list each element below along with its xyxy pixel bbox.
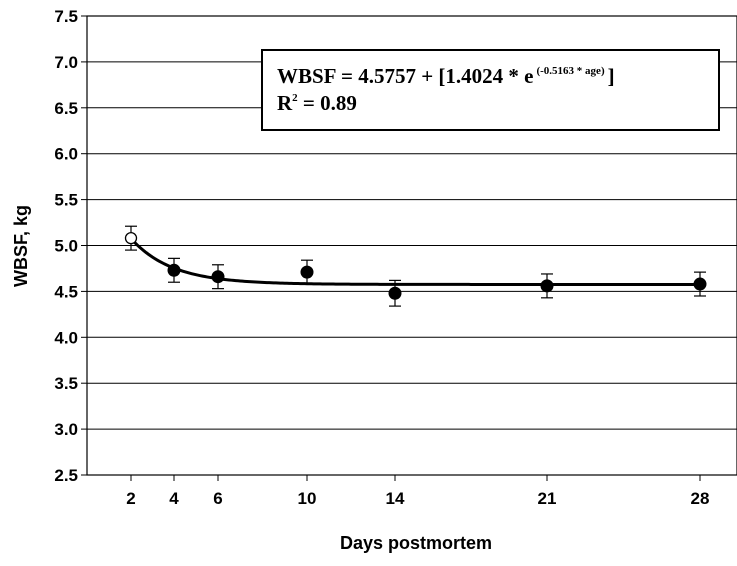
equation-box: WBSF = 4.5757 + [1.4024 * e (-0.5163 * ag…	[261, 49, 720, 131]
y-tick-label: 4.0	[54, 328, 78, 347]
equation-frame	[261, 49, 720, 131]
x-tick-label: 21	[538, 489, 557, 508]
data-point	[693, 277, 707, 291]
data-point	[388, 286, 402, 300]
x-axis-title: Days postmortem	[340, 533, 492, 553]
y-tick-label: 7.5	[54, 7, 78, 26]
data-point	[300, 265, 314, 279]
x-tick-label: 6	[213, 489, 222, 508]
y-tick-labels: 2.5 3.0 3.5 4.0 4.5 5.0 5.5 6.0 6.5 7.0 7.5	[54, 7, 78, 485]
r-squared-value: = 0.89	[298, 91, 357, 115]
r-squared-sup: 2	[292, 92, 298, 104]
x-tick-label: 14	[386, 489, 405, 508]
y-tick-label: 3.0	[54, 420, 78, 439]
equation-prefix: WBSF = 4.5757 + [1.4024 * e	[277, 64, 533, 88]
r-squared-line: R2 = 0.89	[277, 91, 357, 115]
y-tick-label: 4.5	[54, 282, 78, 301]
x-tick-label: 28	[691, 489, 710, 508]
data-point-open	[124, 232, 138, 245]
r-squared-prefix: R	[277, 91, 293, 115]
plot-frame	[86, 15, 737, 476]
data-points	[124, 225, 707, 307]
x-tick-label: 2	[126, 489, 135, 508]
data-point	[167, 263, 181, 277]
y-tick-label: 5.0	[54, 237, 78, 256]
data-point	[540, 279, 554, 293]
y-tick-label: 2.5	[54, 466, 78, 485]
y-tick-label: 7.0	[54, 53, 78, 72]
y-tick-label: 3.5	[54, 374, 78, 393]
equation-suffix: ]	[608, 64, 615, 88]
data-point	[211, 270, 225, 284]
x-tick-label: 4	[169, 489, 179, 508]
equation-exponent: (-0.5163 * age)	[536, 65, 604, 77]
x-tick-labels: 2 4 6 10 14 21 28	[126, 475, 709, 508]
equation-line: WBSF = 4.5757 + [1.4024 * e (-0.5163 * ag…	[277, 64, 615, 88]
y-tick-label: 5.5	[54, 191, 78, 210]
y-axis-title: WBSF, kg	[11, 205, 31, 287]
x-tick-label: 10	[298, 489, 317, 508]
y-tick-label: 6.0	[54, 145, 78, 164]
y-tick-label: 6.5	[54, 99, 78, 118]
fit-curve	[129, 237, 700, 286]
